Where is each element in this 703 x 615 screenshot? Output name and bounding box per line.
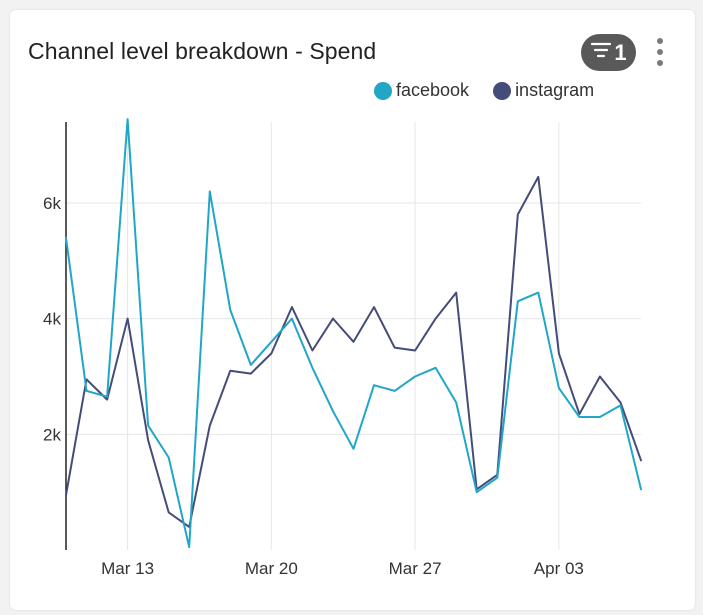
legend-label-instagram: instagram	[515, 80, 595, 100]
x-tick-label: Mar 20	[245, 559, 298, 578]
y-tick-label: 4k	[43, 310, 61, 329]
x-tick-label: Mar 27	[389, 559, 442, 578]
x-tick-label: Mar 13	[101, 559, 154, 578]
series-lines	[65, 118, 642, 549]
gridlines	[66, 122, 641, 550]
filter-count: 1	[614, 39, 627, 65]
more-vertical-icon-dot	[657, 49, 663, 55]
legend-label-facebook: facebook	[396, 80, 470, 100]
chart-card: Channel level breakdown - Spend 1	[10, 10, 695, 610]
series-line-instagram	[65, 175, 642, 528]
legend-marker-facebook	[374, 81, 392, 100]
y-tick-label: 6k	[43, 194, 61, 213]
legend-item-instagram[interactable]: instagram	[493, 80, 594, 101]
chart-title: Channel level breakdown - Spend	[28, 38, 377, 64]
more-options-button[interactable]	[650, 38, 670, 66]
filter-button[interactable]: 1	[581, 34, 636, 71]
series-line-facebook	[65, 118, 642, 549]
legend-marker-instagram	[493, 81, 512, 100]
axes: 2k 4k 6k Mar 13 Mar 20 Mar 27 Apr 03	[43, 122, 584, 578]
legend-item-facebook[interactable]: facebook	[374, 80, 469, 101]
x-tick-label: Apr 03	[534, 559, 584, 578]
more-vertical-icon-dot	[657, 60, 663, 66]
chart-legend: facebook instagram	[374, 80, 594, 101]
filter-icon	[590, 41, 612, 64]
more-vertical-icon	[657, 38, 663, 44]
y-tick-label: 2k	[43, 425, 61, 444]
